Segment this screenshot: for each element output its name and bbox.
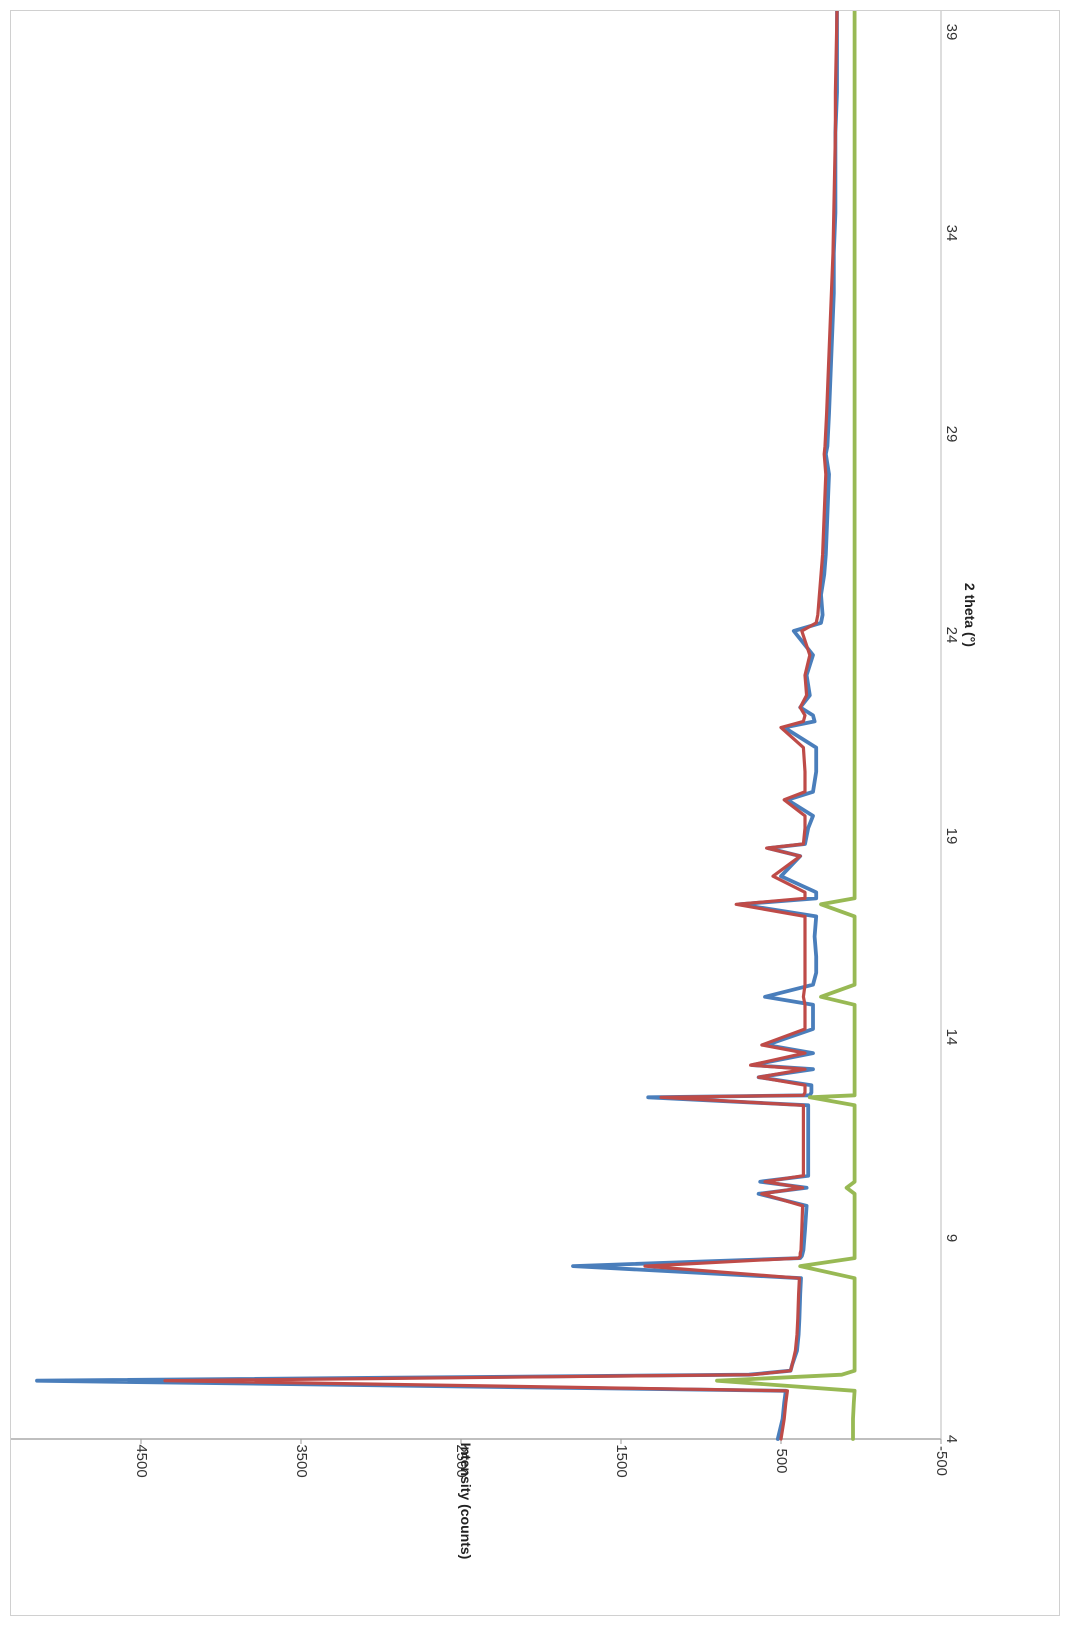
y-tick-label: 3500 [293,1444,310,1477]
y-tick-label: 4500 [133,1444,150,1477]
y-tick-label: 1500 [613,1444,630,1477]
series-line-1 [163,11,839,1441]
x-tick-label: 19 [943,828,960,845]
x-axis-title: 2 theta (°) [962,583,978,647]
x-tick-label: 24 [943,627,960,644]
y-axis-title: Intensity (counts) [458,1443,474,1560]
x-tick-label: 39 [943,24,960,41]
series-line-2 [715,11,857,1441]
x-tick-label: 34 [943,225,960,242]
y-tick-label: -500 [933,1446,950,1476]
chart-frame: 55004500350025001500500-5004914192429343… [10,10,1060,1616]
x-tick-label: 4 [943,1435,960,1443]
x-tick-label: 9 [943,1234,960,1242]
x-tick-label: 29 [943,426,960,443]
chart-svg: 55004500350025001500500-5004914192429343… [11,11,978,1560]
x-tick-label: 14 [943,1029,960,1046]
y-tick-label: 500 [773,1448,790,1473]
series-line-0 [35,11,839,1441]
y-tick-label: 2500 [453,1444,470,1477]
